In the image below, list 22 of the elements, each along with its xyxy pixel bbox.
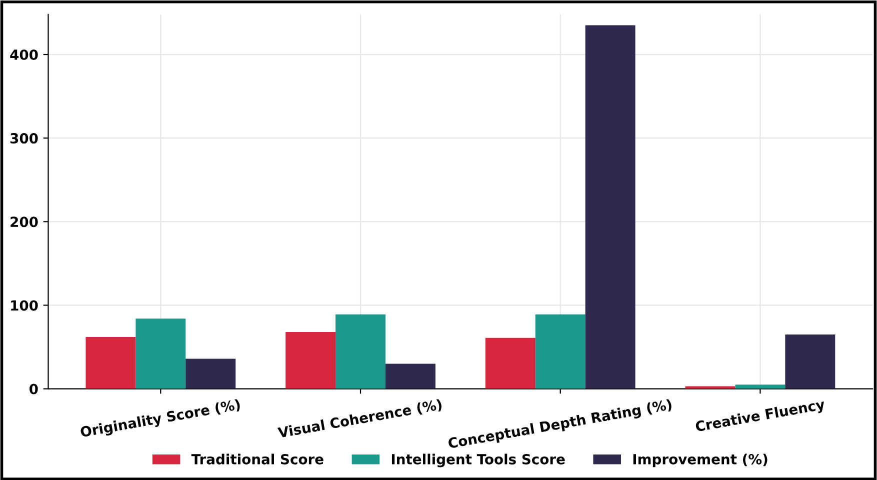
y-tick-label: 0 <box>30 384 38 394</box>
x-tick-label: Creative Fluency <box>695 398 826 435</box>
bar <box>86 336 136 389</box>
x-tick-label: Visual Coherence (%) <box>277 398 442 440</box>
bar <box>535 314 586 389</box>
bar <box>585 25 636 389</box>
bar <box>735 384 786 389</box>
x-tick-label: Originality Score (%) <box>80 398 241 440</box>
bar <box>136 318 186 389</box>
y-tick-label: 100 <box>11 300 38 311</box>
bar <box>385 364 436 389</box>
bar <box>286 332 336 389</box>
bar <box>336 314 386 389</box>
bar <box>186 358 236 389</box>
legend-label: Intelligent Tools Score <box>392 454 565 468</box>
bar <box>485 338 536 389</box>
legend-label: Improvement (%) <box>633 454 768 468</box>
bar <box>785 334 836 389</box>
y-tick-label: 400 <box>10 49 38 60</box>
legend-label: Traditional Score <box>191 454 324 464</box>
y-tick-label: 200 <box>10 216 38 228</box>
y-tick-label: 300 <box>10 133 38 144</box>
